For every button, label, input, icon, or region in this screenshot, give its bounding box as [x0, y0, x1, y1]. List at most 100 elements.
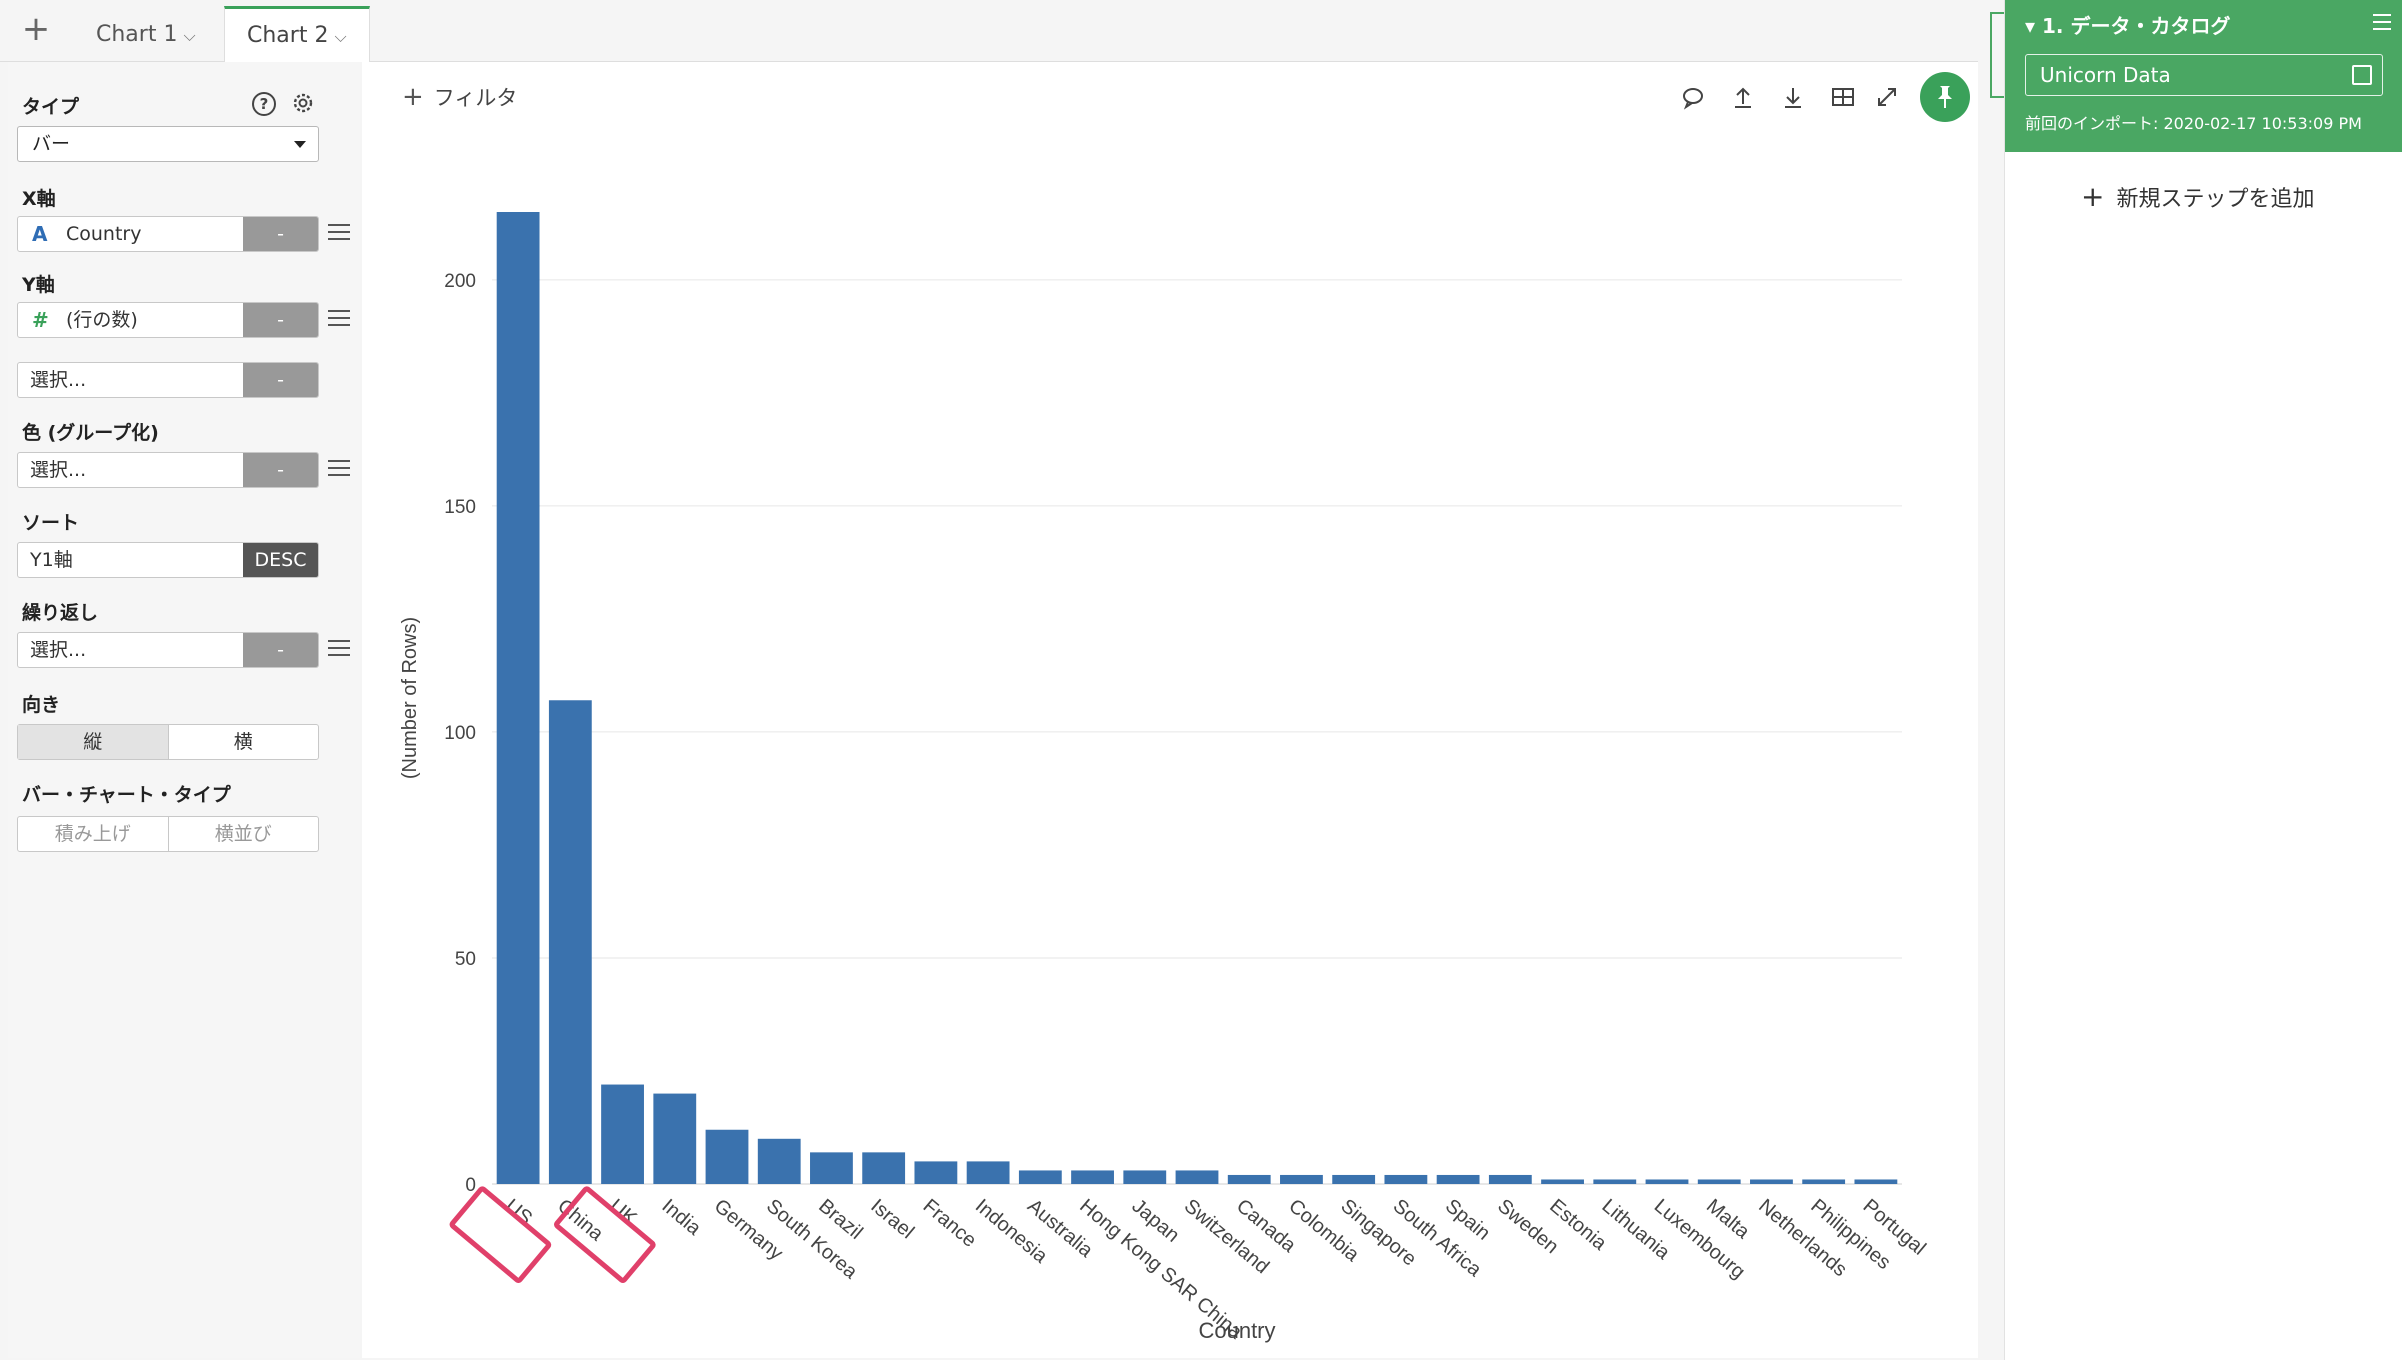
text-type-icon: A [32, 222, 48, 246]
bar[interactable] [1436, 1174, 1480, 1184]
y-axis-title: (Number of Rows) [399, 617, 421, 779]
data-source-box[interactable]: Unicorn Data [2025, 54, 2383, 96]
data-catalog-step[interactable]: ▾ 1. データ・カタログ Unicorn Data 前回のインポート: 202… [2005, 0, 2402, 152]
bar[interactable] [966, 1161, 1010, 1184]
bar[interactable] [1332, 1174, 1376, 1184]
x-axis-label: X軸 [22, 188, 56, 210]
y-axis-field[interactable]: # (行の数) - [17, 302, 319, 338]
repeat-field[interactable]: 選択... - [17, 632, 319, 668]
add-chart-tab-button[interactable]: + [21, 9, 51, 49]
bar[interactable] [1123, 1170, 1167, 1184]
x-axis-value: Country [66, 223, 142, 245]
x-axis-aggregate-button[interactable]: - [243, 217, 318, 251]
bar[interactable] [1488, 1174, 1532, 1184]
help-icon[interactable]: ? [252, 92, 276, 116]
caret-down-icon [294, 141, 306, 148]
y-tick-label: 100 [444, 723, 476, 744]
bar[interactable] [1541, 1179, 1584, 1184]
color-group-field[interactable]: 選択... - [17, 452, 319, 488]
pin-icon[interactable] [1920, 72, 1970, 122]
chart-type-select[interactable]: バー [17, 126, 319, 162]
bar[interactable] [914, 1161, 958, 1184]
x-axis-field[interactable]: A Country - [17, 216, 319, 252]
x-axis-title: Country [1198, 1318, 1275, 1343]
download-icon[interactable] [1778, 84, 1808, 114]
table-icon[interactable] [1828, 84, 1858, 114]
sort-value: Y1軸 [30, 549, 73, 571]
step-title: ▾ 1. データ・カタログ [2025, 14, 2231, 38]
data-source-name: Unicorn Data [2040, 63, 2171, 87]
expand-icon[interactable] [1872, 84, 1902, 114]
y-tick-label: 150 [444, 497, 476, 518]
bar[interactable] [1280, 1174, 1323, 1184]
bar[interactable] [1750, 1179, 1793, 1184]
bar[interactable] [601, 1084, 644, 1184]
external-link-icon[interactable] [2352, 65, 2372, 85]
bar[interactable] [705, 1129, 749, 1184]
bar[interactable] [1593, 1179, 1637, 1184]
bar[interactable] [1645, 1179, 1689, 1184]
sort-order-button[interactable]: DESC [243, 543, 318, 577]
y-tick-label: 200 [444, 271, 476, 292]
sort-field[interactable]: Y1軸 DESC [17, 542, 319, 578]
x-tick-label: UK [605, 1195, 641, 1230]
menu-icon[interactable] [328, 224, 350, 242]
gear-icon[interactable] [290, 90, 316, 116]
color-group-value: 選択... [30, 459, 87, 481]
color-group-label: 色 (グループ化) [22, 422, 159, 444]
menu-icon[interactable] [328, 460, 350, 478]
bar[interactable] [1071, 1170, 1114, 1184]
menu-icon[interactable] [328, 640, 350, 658]
color-group-button[interactable]: - [243, 453, 318, 487]
bar-type-side-by-side-option[interactable]: 横並び [167, 817, 319, 851]
y-axis-value: (行の数) [66, 309, 138, 331]
y-tick-label: 50 [455, 949, 476, 970]
plus-icon: + [2081, 180, 2105, 213]
bar[interactable] [1802, 1179, 1846, 1184]
bar-type-stacked-option[interactable]: 積み上げ [54, 823, 131, 845]
menu-icon[interactable] [2373, 14, 2391, 35]
orientation-vertical-option[interactable]: 縦 [18, 725, 168, 759]
bar[interactable] [1854, 1179, 1898, 1184]
bar[interactable] [1227, 1174, 1271, 1184]
caret-down-icon: ▾ [2025, 14, 2043, 38]
tab-chart-1[interactable]: Chart 1 ⌵ [74, 8, 218, 62]
bar[interactable] [1175, 1170, 1219, 1184]
steps-panel: ▾ 1. データ・カタログ Unicorn Data 前回のインポート: 202… [2004, 0, 2402, 1360]
add-step-label: 新規ステップを追加 [2116, 187, 2315, 212]
sort-label: ソート [22, 512, 80, 534]
tab-label: Chart 1 [96, 22, 178, 47]
upload-icon[interactable] [1728, 84, 1758, 114]
bar[interactable] [757, 1138, 801, 1184]
repeat-button[interactable]: - [243, 633, 318, 667]
chart-type-value: バー [32, 133, 71, 155]
bar[interactable] [548, 700, 592, 1184]
add-filter-button[interactable]: + フィルタ [402, 82, 517, 112]
bar[interactable] [653, 1093, 697, 1184]
bar[interactable] [810, 1152, 853, 1184]
tab-chart-2[interactable]: Chart 2 ⌵ [224, 6, 370, 62]
bar[interactable] [1384, 1174, 1428, 1184]
y2-axis-field[interactable]: 選択... - [17, 362, 319, 398]
highlight-box [554, 1186, 656, 1284]
chart-area: + フィルタ 0 50 100 150 200 US China UK India Germany… [362, 62, 1978, 1358]
x-tick-label: France [919, 1195, 981, 1252]
bar[interactable] [1018, 1170, 1062, 1184]
x-tick-label: US [501, 1195, 536, 1230]
bar[interactable] [1697, 1179, 1741, 1184]
comment-icon[interactable] [1678, 84, 1708, 114]
type-label: タイプ [22, 96, 80, 118]
chevron-down-icon: ⌵ [334, 27, 347, 46]
orientation-horizontal-option[interactable]: 横 [167, 725, 319, 759]
menu-icon[interactable] [328, 310, 350, 328]
x-tick-label: Israel [866, 1195, 918, 1243]
bar[interactable] [862, 1152, 906, 1184]
y2-axis-aggregate-button[interactable]: - [243, 363, 318, 397]
orientation-toggle: 縦 横 [17, 724, 319, 760]
bar[interactable] [496, 212, 540, 1184]
y-axis-aggregate-button[interactable]: - [243, 303, 318, 337]
plus-icon: + [402, 82, 424, 112]
add-step-button[interactable]: + 新規ステップを追加 [2081, 180, 2314, 213]
grid-lines [492, 279, 1902, 1185]
last-import-text: 前回のインポート: 2020-02-17 10:53:09 PM [2025, 114, 2362, 133]
